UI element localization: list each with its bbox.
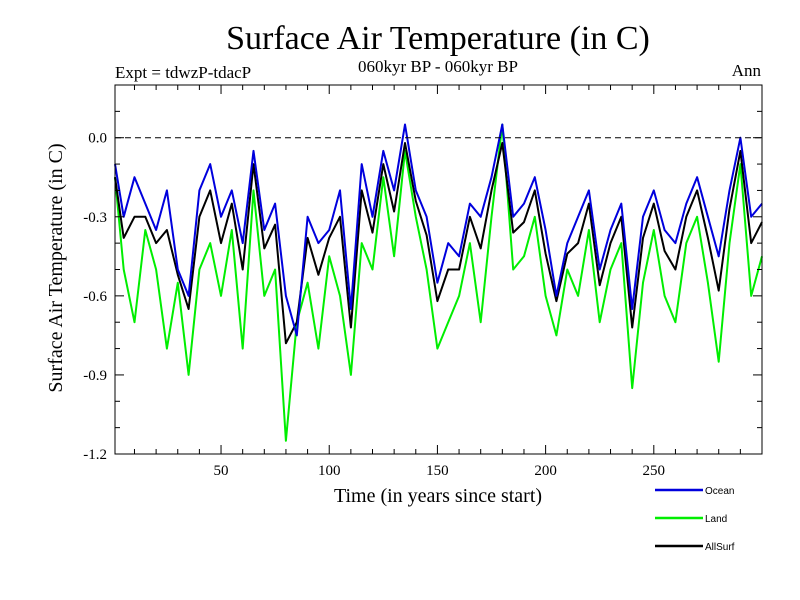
legend-label-ocean: Ocean — [705, 486, 734, 497]
y-axis-label: Surface Air Temperature (in C) — [45, 143, 67, 392]
x-tick-label: 150 — [426, 463, 449, 479]
tick-layer: 50 100 150 200 250 0.0 -0.3 -0.6 -0.9 -1.2 — [83, 85, 762, 479]
series-line-ocean — [114, 123, 763, 337]
legend: Ocean Land AllSurf — [655, 486, 735, 553]
chart-title: Surface Air Temperature (in C) — [226, 20, 650, 57]
plot-frame — [114, 84, 763, 455]
x-tick-label: 50 — [214, 463, 229, 479]
chart-subtitle: 060kyr BP - 060kyr BP — [358, 57, 518, 76]
series-line-land — [114, 123, 763, 442]
y-tick-label: -0.9 — [83, 368, 107, 384]
series-layer — [114, 123, 763, 442]
x-tick-label: 250 — [643, 463, 666, 479]
plot-area: 50 100 150 200 250 0.0 -0.3 -0.6 -0.9 -1.2 — [83, 84, 763, 479]
x-tick-label: 200 — [534, 463, 557, 479]
series-line-allsurf — [114, 142, 763, 345]
x-axis-label: Time (in years since start) — [334, 485, 542, 507]
y-tick-label: -0.3 — [83, 210, 107, 226]
x-tick-label: 100 — [318, 463, 341, 479]
y-tick-label: -1.2 — [83, 447, 107, 463]
y-tick-label: -0.6 — [83, 289, 107, 305]
legend-label-allsurf: AllSurf — [705, 542, 735, 553]
legend-label-land: Land — [705, 514, 727, 525]
experiment-annotation: Expt = tdwzP-tdacP — [115, 63, 251, 82]
season-annotation: Ann — [732, 61, 762, 80]
y-tick-label: 0.0 — [88, 131, 107, 147]
